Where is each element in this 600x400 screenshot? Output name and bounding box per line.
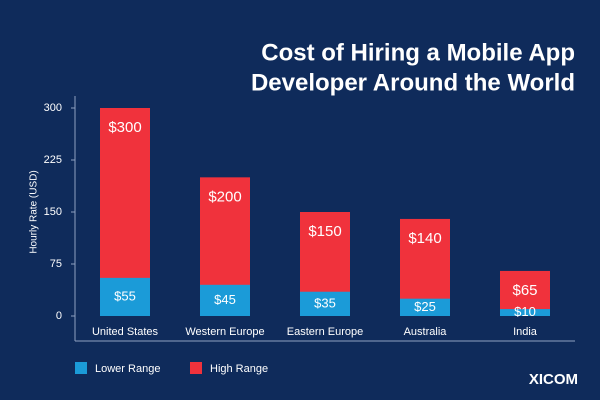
legend-swatch xyxy=(190,362,202,374)
data-label: $140 xyxy=(408,230,441,247)
x-tick-label: Australia xyxy=(404,326,448,338)
data-label: $35 xyxy=(314,295,336,310)
x-tick-label: India xyxy=(513,326,538,338)
data-label: $10 xyxy=(514,304,536,319)
bar xyxy=(100,277,150,316)
legend-swatch xyxy=(75,362,87,374)
bar xyxy=(300,291,350,316)
x-tick-label: United States xyxy=(92,326,159,338)
brand-logo: XICOM xyxy=(529,371,578,388)
data-label: $65 xyxy=(512,282,537,299)
y-tick-label: 225 xyxy=(44,154,62,166)
chart-title: Cost of Hiring a Mobile App xyxy=(261,39,575,66)
data-label: $55 xyxy=(114,288,136,303)
x-tick-label: Eastern Europe xyxy=(287,326,363,338)
y-tick-label: 300 xyxy=(44,102,62,114)
chart-title: Developer Around the World xyxy=(251,69,575,96)
data-label: $25 xyxy=(414,299,436,314)
data-label: $200 xyxy=(208,188,241,205)
y-tick-label: 0 xyxy=(56,310,62,322)
bar xyxy=(500,309,550,316)
legend-label: High Range xyxy=(210,363,268,375)
x-tick-label: Western Europe xyxy=(185,326,264,338)
bar xyxy=(500,270,550,316)
y-tick-label: 75 xyxy=(50,258,62,270)
data-label: $300 xyxy=(108,119,141,136)
data-label: $150 xyxy=(308,223,341,240)
bar xyxy=(400,298,450,316)
legend-label: Lower Range xyxy=(95,363,160,375)
bar xyxy=(200,284,250,316)
data-label: $45 xyxy=(214,292,236,307)
y-axis-label: Hourly Rate (USD) xyxy=(29,170,40,253)
y-tick-label: 150 xyxy=(44,206,62,218)
